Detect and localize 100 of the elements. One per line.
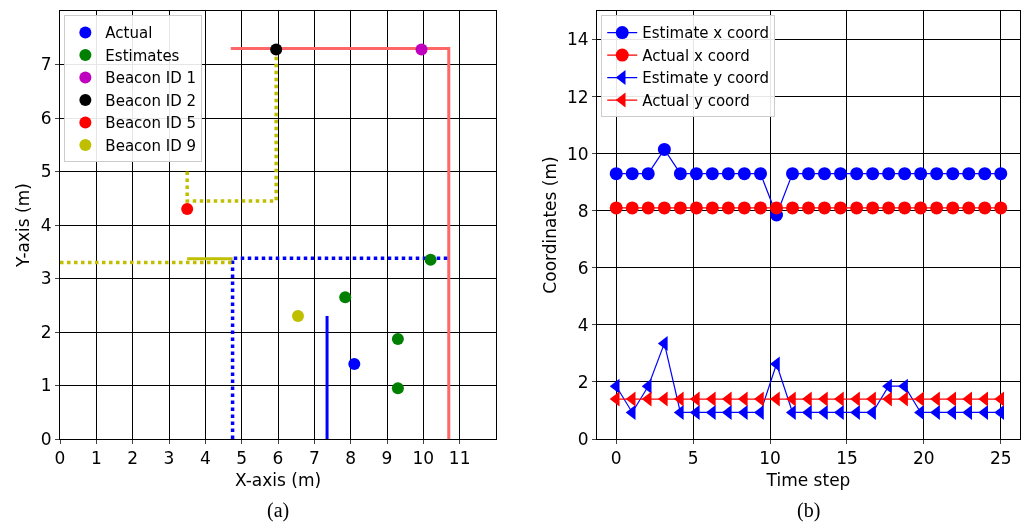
point [882, 167, 896, 181]
y-axis-title: Y-axis (m) [13, 183, 34, 268]
point [291, 309, 304, 322]
point [994, 201, 1008, 215]
point [348, 358, 361, 371]
legend-label: Estimate x coord [642, 24, 769, 43]
point [866, 201, 880, 215]
point [946, 201, 960, 215]
x-tick-label: 20 [913, 448, 935, 469]
x-tick-label: 4 [199, 448, 211, 469]
point [962, 201, 976, 215]
point [898, 167, 912, 181]
x-tick-label: 10 [759, 448, 781, 469]
point [391, 382, 404, 395]
x-tick-label: 6 [272, 448, 284, 469]
point [625, 167, 639, 181]
point [689, 167, 703, 181]
point [786, 201, 799, 215]
point [978, 167, 992, 181]
point [914, 201, 928, 215]
x-tick-label: 0 [610, 448, 622, 469]
point [834, 201, 847, 215]
x-tick-label: 0 [54, 448, 66, 469]
y-tick-label: 2 [40, 321, 52, 342]
y-tick-label: 6 [577, 257, 589, 278]
point [737, 167, 751, 181]
y-tick-label: 1 [40, 375, 52, 396]
y-tick-label: 3 [40, 268, 52, 289]
y-tick-label: 10 [566, 143, 589, 164]
legend-label: Beacon ID 1 [105, 69, 197, 88]
point [689, 201, 703, 215]
x-tick-label: 2 [127, 448, 139, 469]
y-tick-label: 8 [577, 200, 589, 221]
y-tick-label: 6 [40, 107, 52, 128]
point [930, 201, 944, 215]
point [978, 201, 992, 215]
point [882, 201, 896, 215]
point [625, 201, 639, 215]
point [898, 201, 912, 215]
legend-label: Estimates [105, 46, 180, 65]
point [754, 167, 768, 181]
point [914, 167, 928, 181]
text: (a) [267, 499, 290, 522]
x-tick-label: 3 [163, 448, 175, 469]
x-axis-title: Time step [765, 469, 851, 490]
point [802, 201, 815, 215]
point [391, 332, 404, 345]
point [850, 167, 864, 181]
point [818, 167, 831, 181]
point [339, 291, 352, 304]
x-tick-label: 5 [236, 448, 248, 469]
legend-label: Actual x coord [642, 46, 750, 65]
text: (b) [797, 499, 821, 522]
legend-label: Actual y coord [642, 91, 750, 110]
point [930, 167, 944, 181]
point [834, 167, 847, 181]
point [657, 142, 671, 156]
x-tick-label: 8 [345, 448, 357, 469]
point [721, 201, 735, 215]
x-tick-label: 7 [308, 448, 320, 469]
point [994, 167, 1008, 181]
point [866, 167, 880, 181]
y-tick-label: 4 [577, 314, 589, 335]
point [786, 167, 799, 181]
y-tick-label: 14 [566, 29, 589, 50]
y-tick-label: 7 [40, 54, 52, 75]
point [737, 201, 751, 215]
x-tick-label: 10 [412, 448, 435, 469]
y-tick-label: 2 [577, 371, 589, 392]
point [424, 253, 437, 266]
point [802, 167, 815, 181]
y-tick-label: 4 [40, 214, 52, 235]
point [673, 167, 687, 181]
legend-label: Beacon ID 5 [105, 114, 197, 133]
legend-label: Beacon ID 2 [105, 91, 197, 110]
legend-label: Beacon ID 9 [105, 136, 197, 155]
x-tick-label: 25 [989, 448, 1012, 469]
y-axis-title: Coordinates (m) [539, 156, 560, 294]
point [754, 201, 768, 215]
point [962, 167, 976, 181]
point [673, 201, 687, 215]
point [850, 201, 864, 215]
y-tick-label: 12 [566, 86, 589, 107]
x-tick-label: 15 [836, 448, 858, 469]
point [270, 43, 283, 56]
point [946, 167, 960, 181]
legend-label: Estimate y coord [642, 69, 769, 88]
y-tick-label: 0 [577, 428, 589, 449]
point [181, 202, 194, 215]
point [609, 167, 623, 181]
legend-label: Actual [105, 24, 153, 43]
point [705, 167, 719, 181]
x-tick-label: 5 [687, 448, 699, 469]
x-tick-label: 9 [381, 448, 393, 469]
x-axis-title: X-axis (m) [234, 469, 322, 490]
point [657, 201, 671, 215]
y-tick-label: 5 [40, 161, 52, 182]
point [721, 167, 735, 181]
point [770, 201, 784, 215]
point [641, 201, 655, 215]
